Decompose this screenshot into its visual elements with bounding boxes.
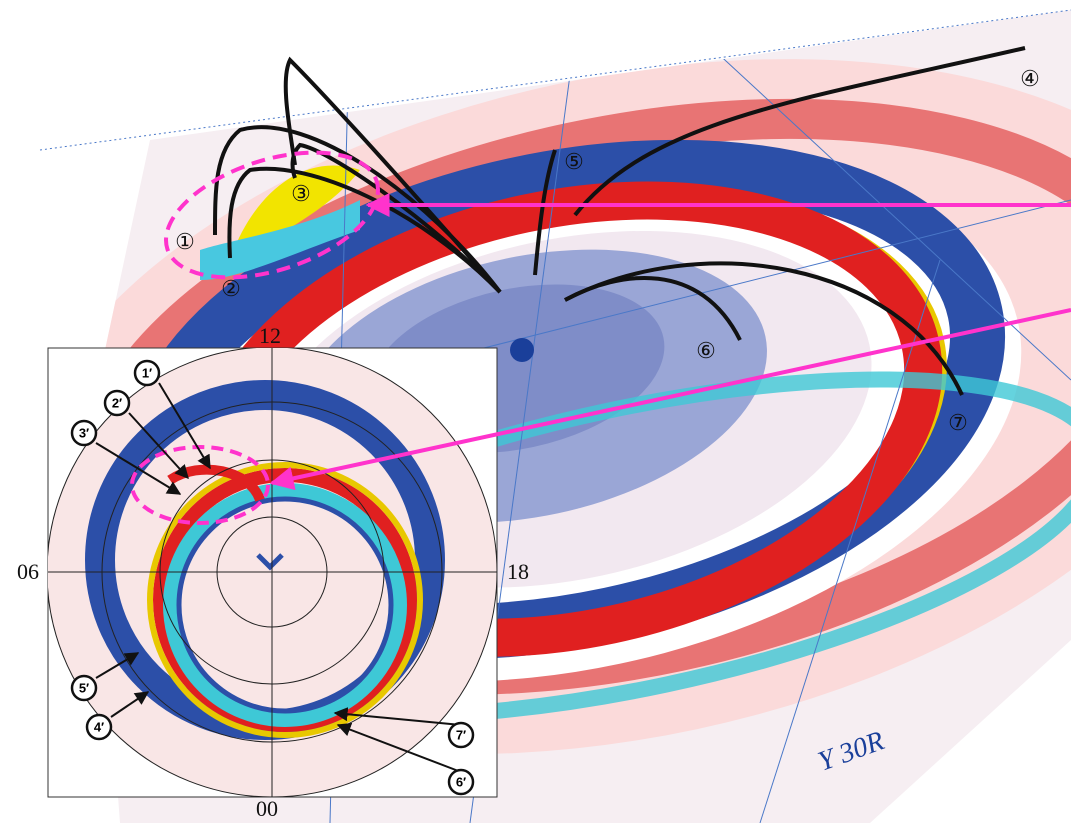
region-label: ⑥ — [696, 338, 716, 363]
region-label: ⑤ — [564, 149, 584, 174]
region-label: ⑦ — [948, 410, 968, 435]
clock-label: 18 — [507, 559, 529, 584]
marker-label: 1′ — [142, 365, 152, 380]
region-label: ④ — [1020, 66, 1040, 91]
marker-label: 6′ — [456, 774, 466, 789]
marker-label: 4′ — [94, 719, 104, 734]
marker-label: 3′ — [79, 425, 89, 440]
clock-label: 12 — [259, 323, 281, 348]
marker-label: 5′ — [79, 680, 89, 695]
region-label: ② — [221, 276, 241, 301]
clock-label: 00 — [256, 796, 278, 821]
region-label: ③ — [291, 181, 311, 206]
marker-label: 7′ — [456, 727, 466, 742]
clock-label: 06 — [17, 559, 39, 584]
figure: ① ② ③ ④ ⑤ ⑥ ⑦ Y 30R 12 06 18 00 1′2′3′4′… — [0, 0, 1071, 823]
region-label: ① — [175, 229, 195, 254]
marker-label: 2′ — [112, 395, 122, 410]
